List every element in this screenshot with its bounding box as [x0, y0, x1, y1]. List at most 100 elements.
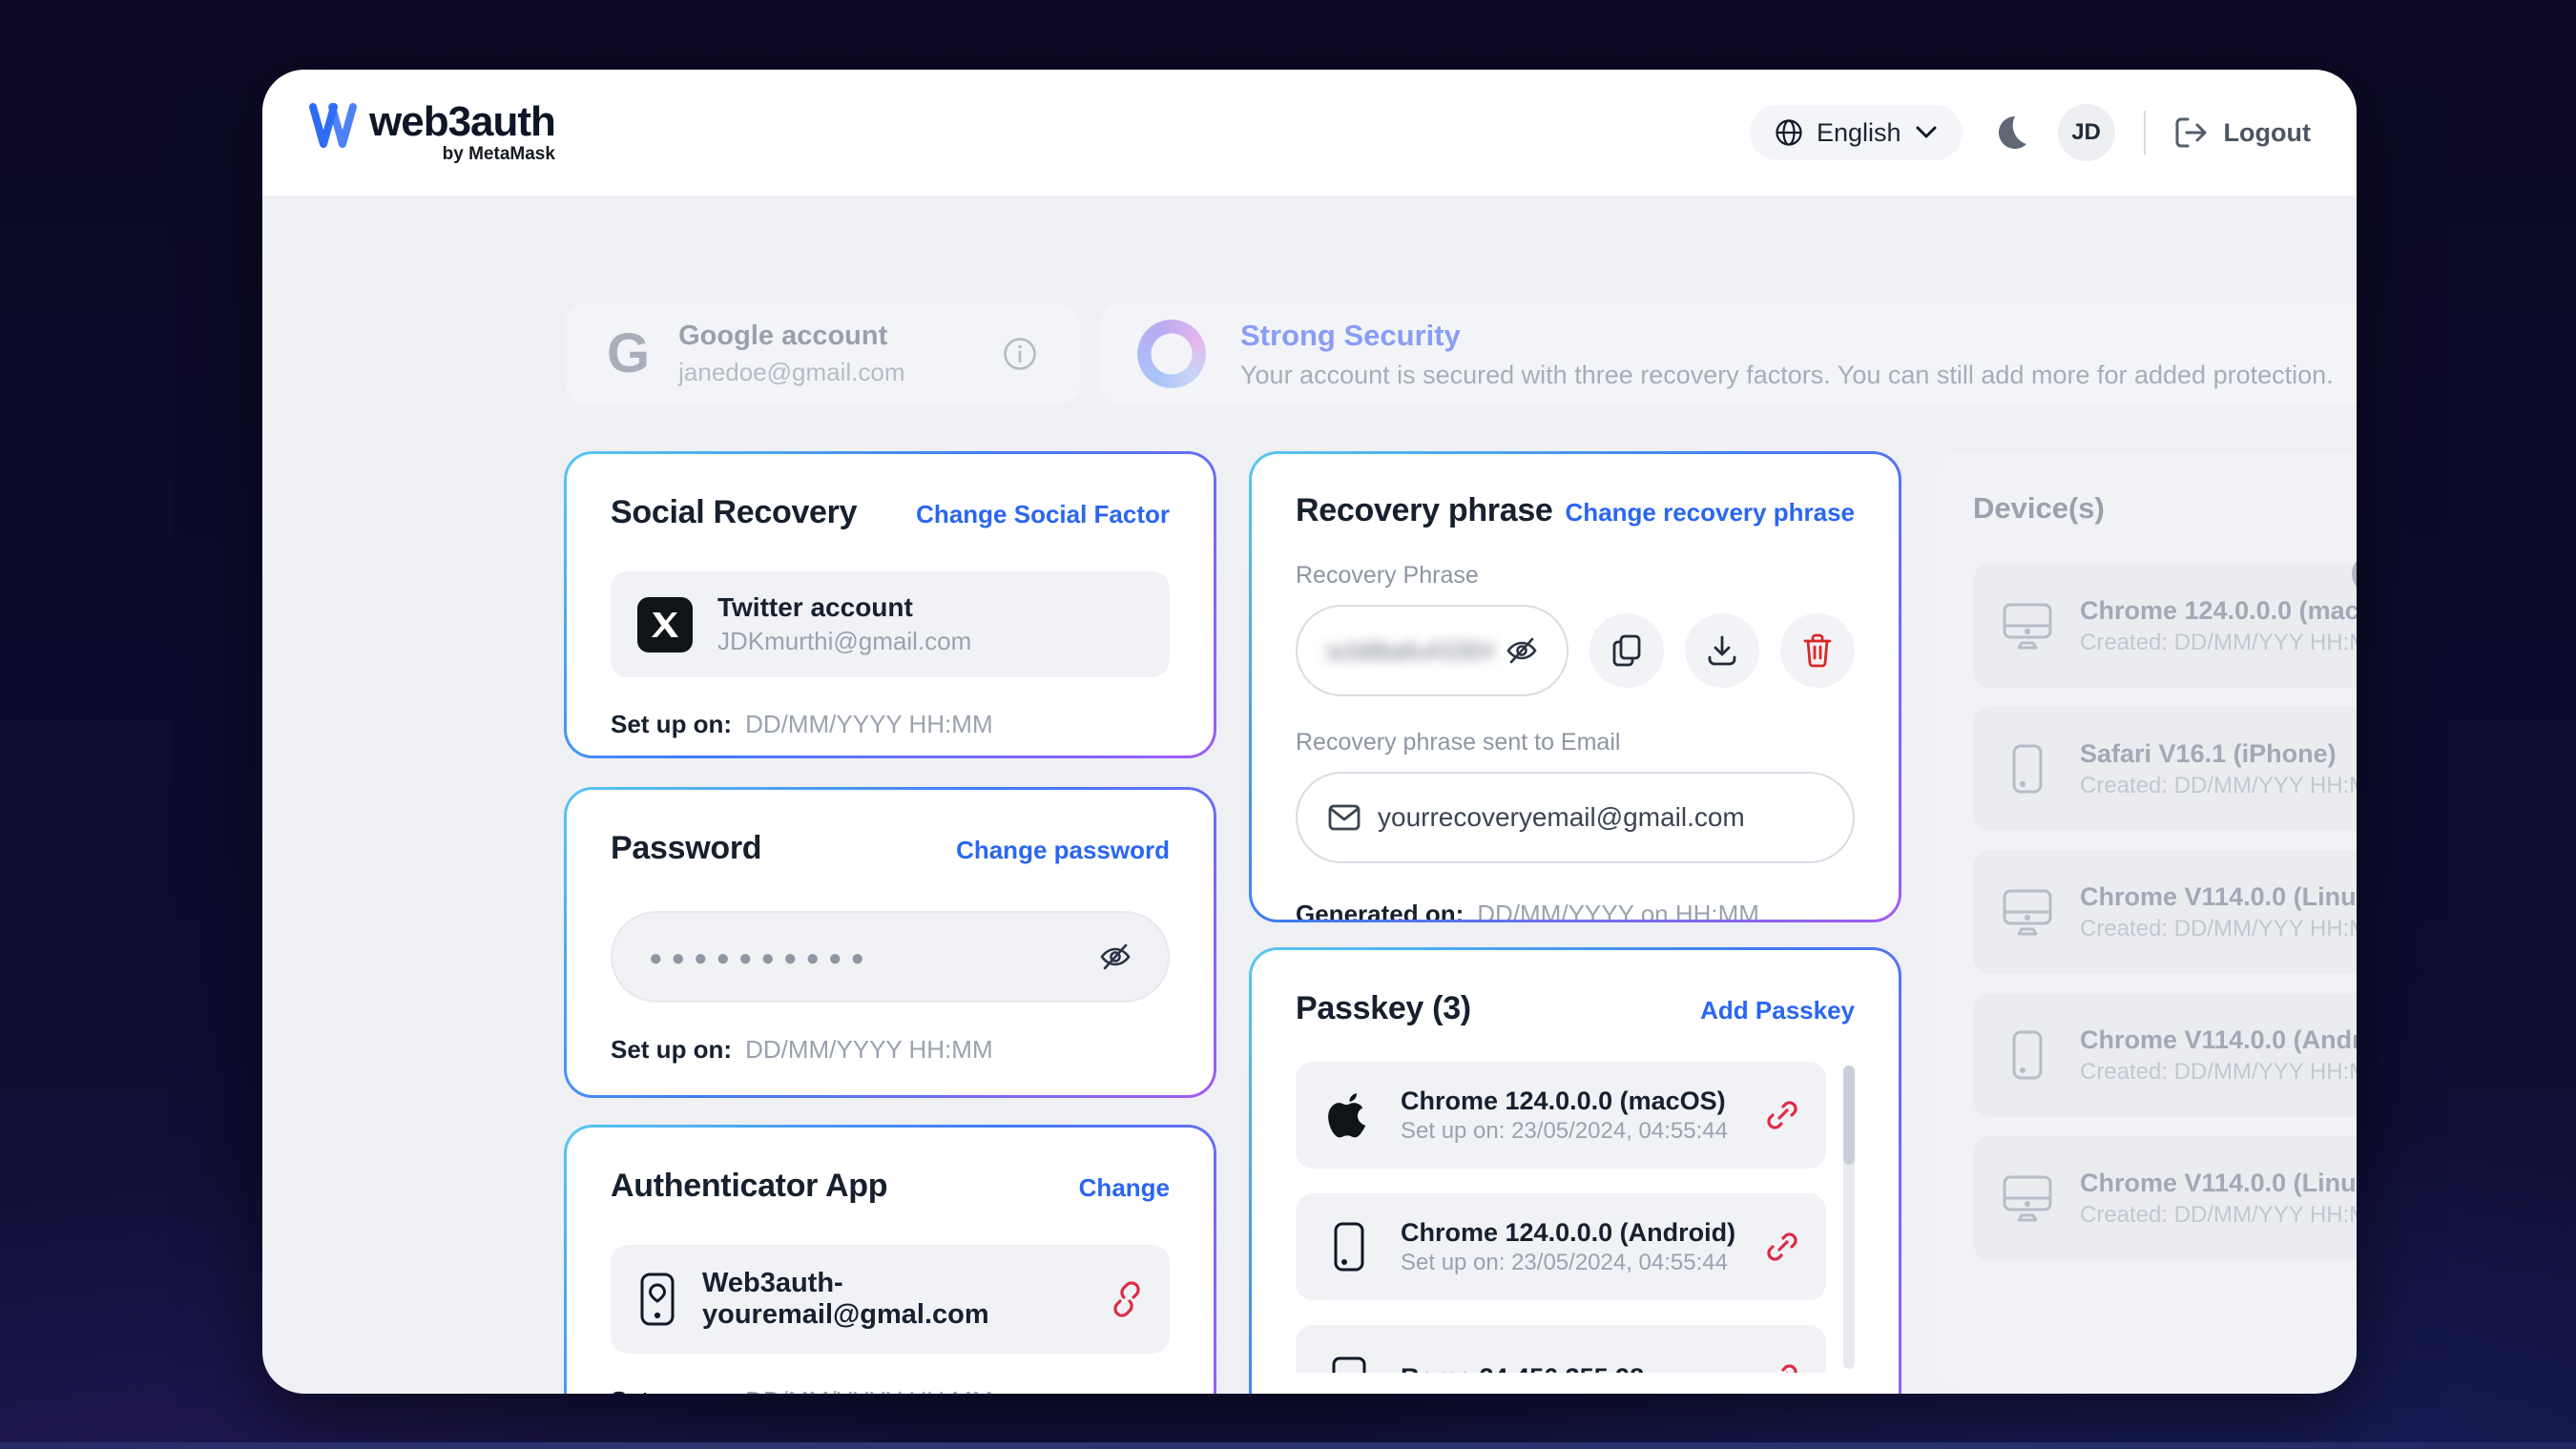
passkey-row: Rome 24.456.355.98: [1296, 1325, 1826, 1373]
social-recovery-title: Social Recovery: [611, 494, 858, 530]
logout-label: Logout: [2223, 117, 2311, 147]
link-icon[interactable]: [1765, 1361, 1799, 1373]
device-name: Chrome V114.0.0 (Linux): [2080, 1168, 2357, 1197]
password-masked-value: ●●●●●●●●●●: [649, 945, 873, 971]
device-created: Created: DD/MM/YYY HH:MM: [2080, 772, 2357, 798]
recovery-phrase-card: Recovery phrase Change recovery phrase R…: [1249, 451, 1901, 922]
smartphone-icon: [2000, 1029, 2055, 1081]
header-divider: [2143, 111, 2146, 155]
setup-on-label: Set up on:: [611, 710, 733, 738]
desktop-icon: [2000, 1173, 2055, 1223]
desktop-icon: [2000, 887, 2055, 937]
brand-name: web3auth: [369, 98, 556, 145]
eye-off-icon[interactable]: [1099, 942, 1132, 971]
devices-title: Device(s): [1973, 491, 2105, 525]
globe-icon: [1775, 118, 1803, 147]
devices-panel: Device(s) Delete all Current Chrome 124.…: [1935, 451, 2357, 1391]
brand-byline: by MetaMask: [442, 144, 555, 164]
device-row: Chrome V114.0.0 (Linux) Created: DD/MM/Y…: [1973, 850, 2357, 974]
language-label: English: [1816, 117, 1901, 147]
recovery-phrase-label: Recovery Phrase: [1296, 562, 1479, 589]
moon-icon: [1991, 114, 2029, 152]
language-selector[interactable]: English: [1749, 105, 1963, 160]
google-icon: G: [607, 322, 651, 384]
password-title: Password: [611, 830, 762, 866]
generated-on-value: DD/MM/YYYY on HH:MM: [1477, 900, 1759, 922]
link-icon[interactable]: [1765, 1098, 1799, 1132]
passkey-list: Chrome 124.0.0.0 (macOS) Set up on: 23/0…: [1296, 1062, 1855, 1373]
scrollbar-track[interactable]: [1843, 1066, 1855, 1369]
tablet-icon: [1322, 1356, 1376, 1373]
device-created: Created: DD/MM/YYY HH:MM: [2080, 1201, 2357, 1228]
twitter-account-row: Twitter account JDKmurthi@gmail.com: [611, 571, 1170, 677]
device-created: Created: DD/MM/YYY HH:MM: [2080, 915, 2357, 942]
change-password-link[interactable]: Change password: [956, 836, 1170, 864]
x-twitter-icon: [637, 596, 693, 652]
generated-on-label: Generated on:: [1296, 900, 1465, 922]
change-social-factor-link[interactable]: Change Social Factor: [916, 500, 1170, 528]
connected-account-banner: G Google account janedoe@gmail.com: [565, 303, 1080, 404]
top-bar-actions: English JD: [1749, 104, 2311, 161]
passkey-setup: Set up on: 23/05/2024, 04:55:44: [1401, 1117, 1728, 1144]
password-field[interactable]: ●●●●●●●●●●: [611, 911, 1170, 1003]
top-bar: web3auth by MetaMask English: [262, 70, 2357, 196]
unlink-icon[interactable]: [1111, 1280, 1143, 1318]
passkey-card: Passkey (3) Add Passkey Chrome 124.0.0.0…: [1249, 947, 1901, 1394]
smartphone-icon: [2000, 743, 2055, 795]
brand-logo: web3auth by MetaMask: [308, 98, 556, 165]
passkey-name: Rome 24.456.355.98: [1401, 1363, 1740, 1374]
recovery-phrase-field[interactable]: scb8bafu43304R6kq: [1296, 605, 1568, 696]
setup-on-value: DD/MM/YYYY HH:MM: [745, 710, 993, 738]
device-created: Created: DD/MM/YYY HH:MM: [2080, 1058, 2357, 1085]
authenticator-card: Authenticator App Change Web3auth-yourem…: [564, 1125, 1216, 1394]
authenticator-account-row: Web3auth-youremail@gmal.com: [611, 1245, 1170, 1354]
app-window: web3auth by MetaMask English: [262, 70, 2357, 1394]
security-status-title: Strong Security: [1240, 318, 1461, 352]
recovery-phrase-masked-value: scb8bafu43304R6kq: [1326, 635, 1492, 665]
device-name: Chrome V114.0.0 (Android): [2080, 1025, 2357, 1054]
copy-button[interactable]: [1589, 613, 1664, 688]
web3auth-logo-icon: [308, 100, 358, 152]
smartphone-icon: [1322, 1221, 1376, 1273]
device-name: Chrome 124.0.0.0 (macOS): [2080, 595, 2357, 625]
setup-on-label: Set up on:: [611, 1035, 733, 1064]
passkey-row: Chrome 124.0.0.0 (macOS) Set up on: 23/0…: [1296, 1062, 1826, 1169]
change-recovery-phrase-link[interactable]: Change recovery phrase: [1565, 498, 1855, 527]
social-recovery-card: Social Recovery Change Social Factor Twi…: [564, 451, 1216, 758]
passkey-setup: Set up on: 23/05/2024, 04:55:44: [1401, 1249, 1728, 1275]
link-icon[interactable]: [1765, 1230, 1799, 1264]
recovery-phrase-title: Recovery phrase: [1296, 492, 1553, 528]
delete-phrase-button[interactable]: [1780, 613, 1855, 688]
device-row: Chrome V114.0.0 (Android) Created: DD/MM…: [1973, 993, 2357, 1117]
passkey-title: Passkey (3): [1296, 990, 1471, 1026]
avatar[interactable]: JD: [2057, 104, 2115, 161]
eye-off-icon[interactable]: [1506, 636, 1538, 665]
security-status-banner: Strong Security Your account is secured …: [1099, 303, 2357, 404]
twitter-account-email: JDKmurthi@gmail.com: [717, 627, 972, 655]
apple-icon: [1322, 1091, 1376, 1139]
device-row: Chrome V114.0.0 (Linux) Created: DD/MM/Y…: [1973, 1136, 2357, 1260]
change-authenticator-link[interactable]: Change: [1078, 1173, 1170, 1202]
logout-icon: [2174, 116, 2209, 149]
authenticator-account-email: Web3auth-youremail@gmal.com: [702, 1268, 989, 1330]
device-row: Safari V16.1 (iPhone) Created: DD/MM/YYY…: [1973, 707, 2357, 831]
mail-icon: [1328, 804, 1361, 831]
add-passkey-link[interactable]: Add Passkey: [1700, 996, 1855, 1025]
scrollbar-thumb[interactable]: [1843, 1066, 1855, 1165]
recovery-email-field[interactable]: yourrecoveryemail@gmail.com: [1296, 772, 1855, 863]
password-card: Password Change password ●●●●●●●●●● Set …: [564, 787, 1216, 1098]
desktop-icon: [2000, 601, 2055, 651]
recovery-email-label: Recovery phrase sent to Email: [1296, 729, 1621, 756]
security-ring-icon: [1137, 320, 1206, 388]
logout-button[interactable]: Logout: [2174, 116, 2311, 149]
device-row: Chrome 124.0.0.0 (macOS) Created: DD/MM/…: [1973, 564, 2357, 688]
dark-mode-toggle[interactable]: [1991, 114, 2029, 152]
bottom-glow: [0, 1442, 2576, 1449]
connected-account-provider: Google account: [678, 321, 888, 351]
phone-auth-icon: [637, 1272, 677, 1327]
download-button[interactable]: [1685, 613, 1759, 688]
info-icon[interactable]: [1002, 336, 1038, 372]
device-name: Safari V16.1 (iPhone): [2080, 738, 2337, 768]
twitter-account-title: Twitter account: [717, 592, 913, 622]
